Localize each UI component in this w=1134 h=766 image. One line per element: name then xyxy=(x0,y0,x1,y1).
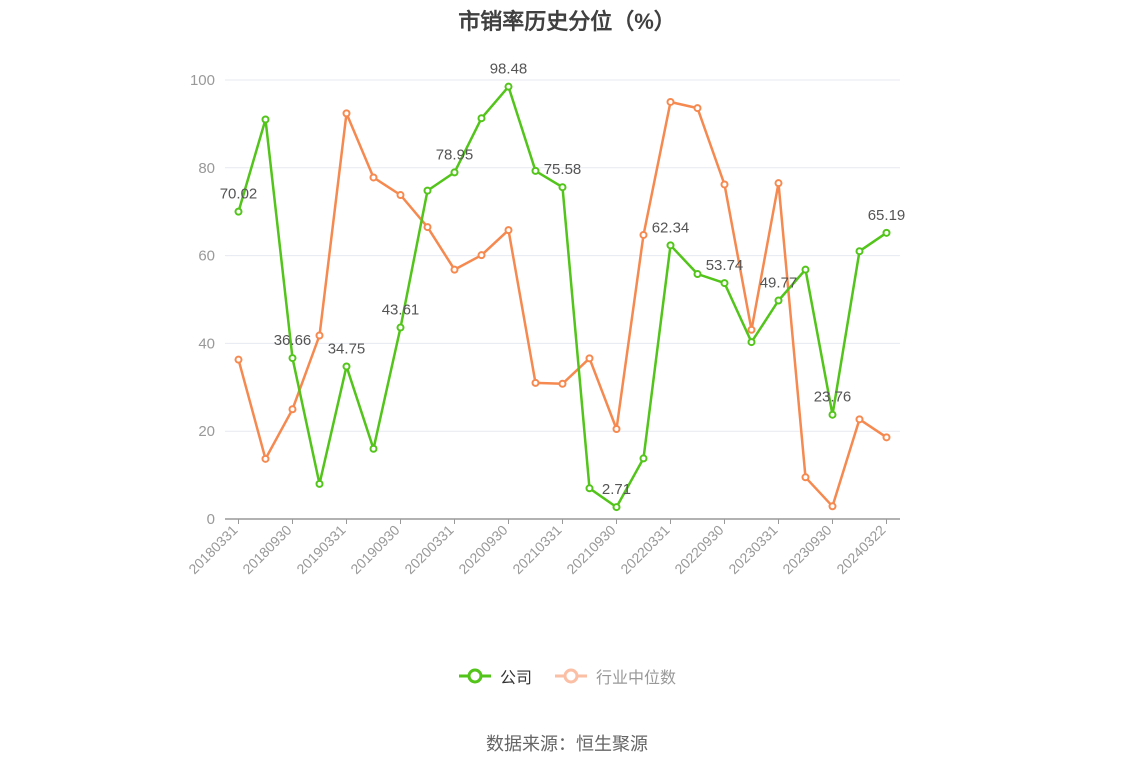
x-tick-label: 20180331 xyxy=(185,522,241,578)
legend-item-company[interactable]: 公司 xyxy=(458,664,532,688)
data-label: 23.76 xyxy=(814,389,852,406)
data-point-industry-median xyxy=(558,379,567,388)
y-tick-label: 80 xyxy=(198,160,215,177)
data-point-company xyxy=(261,115,270,124)
x-tick-label: 20220930 xyxy=(671,522,727,578)
x-tick-label: 20240322 xyxy=(833,522,889,578)
data-label: 70.02 xyxy=(220,186,258,203)
data-point-company xyxy=(747,338,756,347)
data-point-company xyxy=(882,228,891,237)
data-point-industry-median xyxy=(612,425,621,434)
legend: 公司 行业中位数 xyxy=(0,664,1134,688)
x-tick-label: 20190930 xyxy=(347,522,403,578)
data-point-industry-median xyxy=(585,354,594,363)
chart-title: 市销率历史分位（%） xyxy=(458,9,676,34)
data-point-company xyxy=(828,410,837,419)
data-point-industry-median xyxy=(801,473,810,482)
data-point-company xyxy=(558,183,567,192)
data-point-company xyxy=(585,484,594,493)
legend-label-company: 公司 xyxy=(499,670,532,687)
data-label: 53.74 xyxy=(706,257,744,274)
data-point-company xyxy=(720,279,729,288)
x-tick-label: 20220331 xyxy=(617,522,673,578)
data-point-industry-median xyxy=(234,355,243,364)
data-point-industry-median xyxy=(315,331,324,340)
data-point-industry-median xyxy=(882,433,891,442)
data-point-company xyxy=(234,207,243,216)
data-point-industry-median xyxy=(342,109,351,118)
data-point-industry-median xyxy=(639,230,648,239)
data-label: 43.61 xyxy=(382,302,420,319)
x-tick-label: 20210930 xyxy=(563,522,619,578)
data-label: 36.66 xyxy=(274,332,312,349)
x-tick-label: 20200331 xyxy=(401,522,457,578)
data-point-industry-median xyxy=(855,415,864,424)
data-point-company xyxy=(504,82,513,91)
data-point-industry-median xyxy=(693,104,702,113)
data-point-company xyxy=(369,444,378,453)
data-point-industry-median xyxy=(396,191,405,200)
x-tick-label: 20200930 xyxy=(455,522,511,578)
data-point-company xyxy=(288,354,297,363)
data-point-industry-median xyxy=(423,223,432,232)
data-label: 62.34 xyxy=(652,219,690,236)
x-tick-label: 20230331 xyxy=(725,522,781,578)
data-point-industry-median xyxy=(477,251,486,260)
data-point-company xyxy=(477,114,486,123)
y-tick-label: 0 xyxy=(207,511,215,528)
data-point-company xyxy=(666,241,675,250)
data-point-industry-median xyxy=(531,378,540,387)
legend-label-industry-median: 行业中位数 xyxy=(596,670,677,687)
data-point-industry-median xyxy=(720,180,729,189)
data-point-company xyxy=(423,186,432,195)
legend-marker-company xyxy=(458,668,491,684)
data-point-company xyxy=(693,270,702,279)
data-point-company xyxy=(531,166,540,175)
data-label: 2.71 xyxy=(602,481,631,498)
data-point-industry-median xyxy=(369,173,378,182)
y-tick-label: 20 xyxy=(198,423,215,440)
legend-marker-industry-median xyxy=(555,668,587,684)
x-tick-label: 20190331 xyxy=(293,522,349,578)
legend-item-industry-median[interactable]: 行业中位数 xyxy=(554,664,676,688)
data-point-industry-median xyxy=(450,265,459,274)
data-point-industry-median xyxy=(288,405,297,414)
data-point-industry-median xyxy=(774,179,783,188)
data-point-company xyxy=(801,265,810,274)
data-point-industry-median xyxy=(666,97,675,106)
data-label: 49.77 xyxy=(760,275,798,292)
data-point-company xyxy=(450,168,459,177)
data-label: 78.95 xyxy=(436,146,474,163)
y-tick-label: 100 xyxy=(190,72,215,89)
x-tick-label: 20180930 xyxy=(239,522,295,578)
data-point-company xyxy=(342,362,351,371)
data-point-company xyxy=(855,247,864,256)
x-tick-label: 20210331 xyxy=(509,522,565,578)
data-point-company xyxy=(315,479,324,488)
data-point-industry-median xyxy=(747,325,756,334)
data-point-company xyxy=(612,503,621,512)
data-point-company xyxy=(639,454,648,463)
data-label: 65.19 xyxy=(868,207,906,224)
data-point-company xyxy=(774,296,783,305)
x-tick-label: 20230930 xyxy=(779,522,835,578)
data-label: 34.75 xyxy=(328,340,366,357)
data-point-industry-median xyxy=(828,502,837,511)
data-point-company xyxy=(396,323,405,332)
data-label: 75.58 xyxy=(544,161,582,178)
data-point-industry-median xyxy=(504,226,513,235)
data-point-industry-median xyxy=(261,454,270,463)
data-source: 数据来源：恒生聚源 xyxy=(486,734,648,754)
data-label: 98.48 xyxy=(490,61,528,78)
y-tick-label: 60 xyxy=(198,248,215,265)
y-tick-label: 40 xyxy=(198,335,215,352)
